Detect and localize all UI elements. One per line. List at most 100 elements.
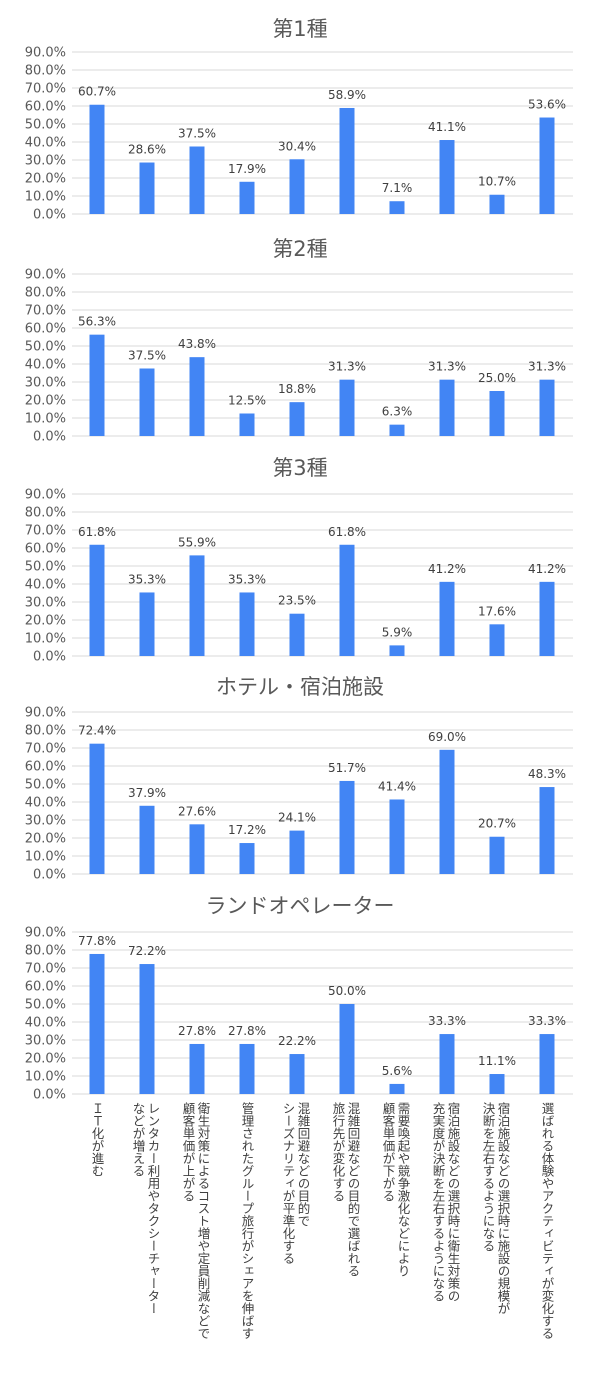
bar-chart-panel: ランドオペレーター 0.0% 10.0% 20.0% 30.0% 40.0% 50.0% 60… — [25, 894, 573, 1340]
data-label: 27.8% — [178, 1024, 216, 1038]
y-tick-label: 0.0% — [33, 430, 66, 445]
category-label: 混雑回避などの目的で — [296, 1102, 311, 1227]
y-tick-label: 40.0% — [25, 136, 66, 151]
y-tick-label: 10.0% — [25, 1070, 66, 1085]
y-tick-label: 90.0% — [25, 706, 66, 721]
bar — [539, 581, 555, 656]
bar — [389, 1083, 405, 1094]
bar — [489, 624, 505, 656]
y-tick-label: 70.0% — [25, 524, 66, 539]
chart-title: ランドオペレーター — [206, 894, 395, 918]
data-label: 41.1% — [428, 120, 466, 134]
data-label: 30.4% — [278, 139, 316, 153]
category-label: 宿泊施設などの選択時に施設の規模が — [496, 1101, 511, 1315]
bar — [189, 357, 205, 436]
bar — [289, 830, 305, 874]
data-label: 41.2% — [428, 562, 466, 576]
bar — [289, 159, 305, 214]
data-label: 58.9% — [328, 88, 366, 102]
y-tick-label: 70.0% — [25, 304, 66, 319]
y-tick-label: 90.0% — [25, 926, 66, 941]
category-label: 管理されたグループ旅行がシェアを伸ばす — [240, 1101, 255, 1340]
bar — [89, 953, 105, 1094]
data-label: 22.2% — [278, 1034, 316, 1048]
bar — [389, 201, 405, 214]
y-tick-label: 50.0% — [25, 560, 66, 575]
data-label: 35.3% — [128, 572, 166, 586]
bar — [489, 194, 505, 214]
y-tick-label: 20.0% — [25, 614, 66, 629]
data-label: 69.0% — [428, 730, 466, 744]
bar — [339, 544, 355, 656]
y-tick-label: 40.0% — [25, 1016, 66, 1031]
data-label: 61.8% — [328, 525, 366, 539]
bar-chart-panel: 第1種 0.0% 10.0% 20.0% 30.0% 40.0% 50.0% 60.0% 70.… — [25, 17, 573, 223]
y-tick-label: 0.0% — [33, 650, 66, 665]
y-tick-label: 10.0% — [25, 190, 66, 205]
data-label: 53.6% — [528, 98, 566, 112]
y-tick-label: 20.0% — [25, 172, 66, 187]
bar — [139, 368, 155, 436]
y-tick-label: 50.0% — [25, 998, 66, 1013]
category-label: 充実度が決断を左右するようになる — [431, 1101, 446, 1302]
category-label: 決断を左右するようになる — [481, 1102, 496, 1252]
data-label: 56.3% — [78, 315, 116, 329]
category-label: レンタカー利用やタクシーチャーター — [146, 1102, 161, 1315]
bar — [439, 581, 455, 656]
data-label: 33.3% — [528, 1014, 566, 1028]
data-label: 41.2% — [528, 562, 566, 576]
bar — [489, 391, 505, 436]
y-tick-label: 0.0% — [33, 868, 66, 883]
bar — [89, 743, 105, 874]
data-label: 50.0% — [328, 984, 366, 998]
y-tick-label: 40.0% — [25, 796, 66, 811]
y-tick-label: 10.0% — [25, 632, 66, 647]
y-tick-label: 90.0% — [25, 46, 66, 61]
bar — [139, 805, 155, 874]
data-label: 48.3% — [528, 767, 566, 781]
bar — [339, 379, 355, 436]
data-label: 61.8% — [78, 525, 116, 539]
data-label: 24.1% — [278, 811, 316, 825]
category-label: 選ばれる体験やアクティビティが変化する — [540, 1102, 555, 1340]
data-label: 5.6% — [382, 1064, 413, 1078]
bar — [389, 799, 405, 874]
bar — [439, 1034, 455, 1094]
bar — [539, 117, 555, 214]
bar — [239, 413, 255, 436]
data-label: 41.4% — [378, 779, 416, 793]
bar — [89, 104, 105, 214]
data-label: 43.8% — [178, 337, 216, 351]
y-tick-label: 60.0% — [25, 980, 66, 995]
bar — [539, 787, 555, 874]
bar — [89, 544, 105, 656]
data-label: 20.7% — [478, 817, 516, 831]
y-tick-label: 10.0% — [25, 412, 66, 427]
y-tick-label: 80.0% — [25, 506, 66, 521]
bar — [89, 334, 105, 436]
y-tick-label: 40.0% — [25, 578, 66, 593]
bar — [389, 424, 405, 436]
bar — [139, 162, 155, 214]
bar — [189, 146, 205, 214]
y-tick-label: 80.0% — [25, 286, 66, 301]
bar — [539, 1034, 555, 1094]
bar — [289, 402, 305, 436]
category-label: ＩＴ化が進む — [90, 1102, 105, 1177]
y-tick-label: 10.0% — [25, 850, 66, 865]
bar — [339, 780, 355, 874]
data-label: 60.7% — [78, 85, 116, 99]
data-label: 6.3% — [382, 405, 413, 419]
data-label: 11.1% — [478, 1054, 516, 1068]
category-label: 需要喚起や競争激化などにより — [396, 1102, 411, 1277]
y-tick-label: 70.0% — [25, 82, 66, 97]
chart-title: 第2種 — [272, 237, 327, 261]
data-label: 5.9% — [382, 625, 413, 639]
data-label: 35.3% — [228, 572, 266, 586]
y-tick-label: 90.0% — [25, 268, 66, 283]
data-label: 72.4% — [78, 724, 116, 738]
data-label: 18.8% — [278, 382, 316, 396]
data-label: 25.0% — [478, 371, 516, 385]
y-tick-label: 0.0% — [33, 1088, 66, 1103]
